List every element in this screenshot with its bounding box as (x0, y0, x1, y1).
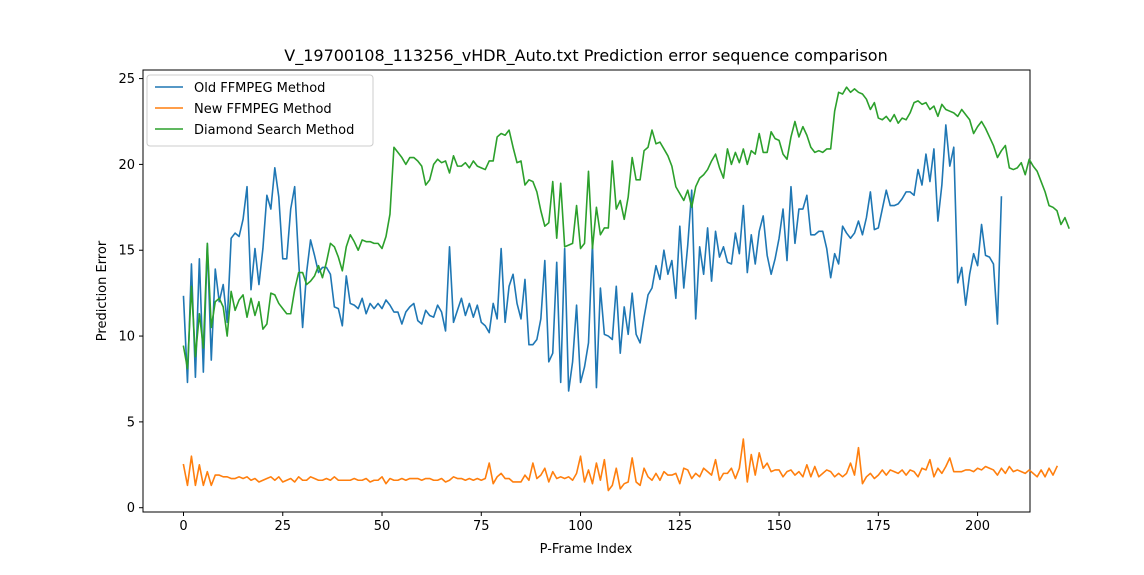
legend: Old FFMPEG Method New FFMPEG Method Diamon… (146, 74, 374, 147)
plot-area: 0 25 50 75 100 125 150 175 200 0 5 10 15 20 25 (118, 69, 1070, 534)
series-layer (182, 86, 1070, 492)
y-tick-label: 25 (118, 72, 135, 87)
x-tick-label: 175 (866, 519, 891, 534)
x-axis-ticks: 0 25 50 75 100 125 150 175 200 (179, 512, 990, 534)
y-tick-label: 20 (118, 158, 135, 173)
x-tick-label: 75 (473, 519, 490, 534)
x-axis-label: P-Frame Index (540, 542, 633, 557)
x-tick-label: 125 (667, 519, 692, 534)
legend-label-2: New FFMPEG Method (194, 102, 332, 117)
x-tick-label: 0 (179, 519, 187, 534)
x-tick-label: 25 (274, 519, 291, 534)
legend-box (146, 74, 374, 147)
legend-label-3: Diamond Search Method (194, 123, 354, 138)
chart-title: V_19700108_113256_vHDR_Auto.txt Predicti… (284, 46, 887, 66)
axes-frame (142, 69, 1031, 513)
series-line-3 (182, 86, 1070, 370)
y-tick-label: 5 (127, 415, 135, 430)
y-tick-label: 10 (118, 330, 135, 345)
legend-label-1: Old FFMPEG Method (194, 81, 325, 96)
y-axis-label: Prediction Error (95, 240, 110, 341)
series-line-2 (182, 438, 1059, 492)
y-tick-label: 15 (118, 244, 135, 259)
x-tick-label: 100 (568, 519, 593, 534)
y-axis-ticks: 0 5 10 15 20 25 (118, 72, 143, 516)
x-tick-label: 150 (767, 519, 792, 534)
x-tick-label: 200 (965, 519, 990, 534)
y-tick-label: 0 (127, 501, 135, 516)
x-tick-label: 50 (374, 519, 391, 534)
